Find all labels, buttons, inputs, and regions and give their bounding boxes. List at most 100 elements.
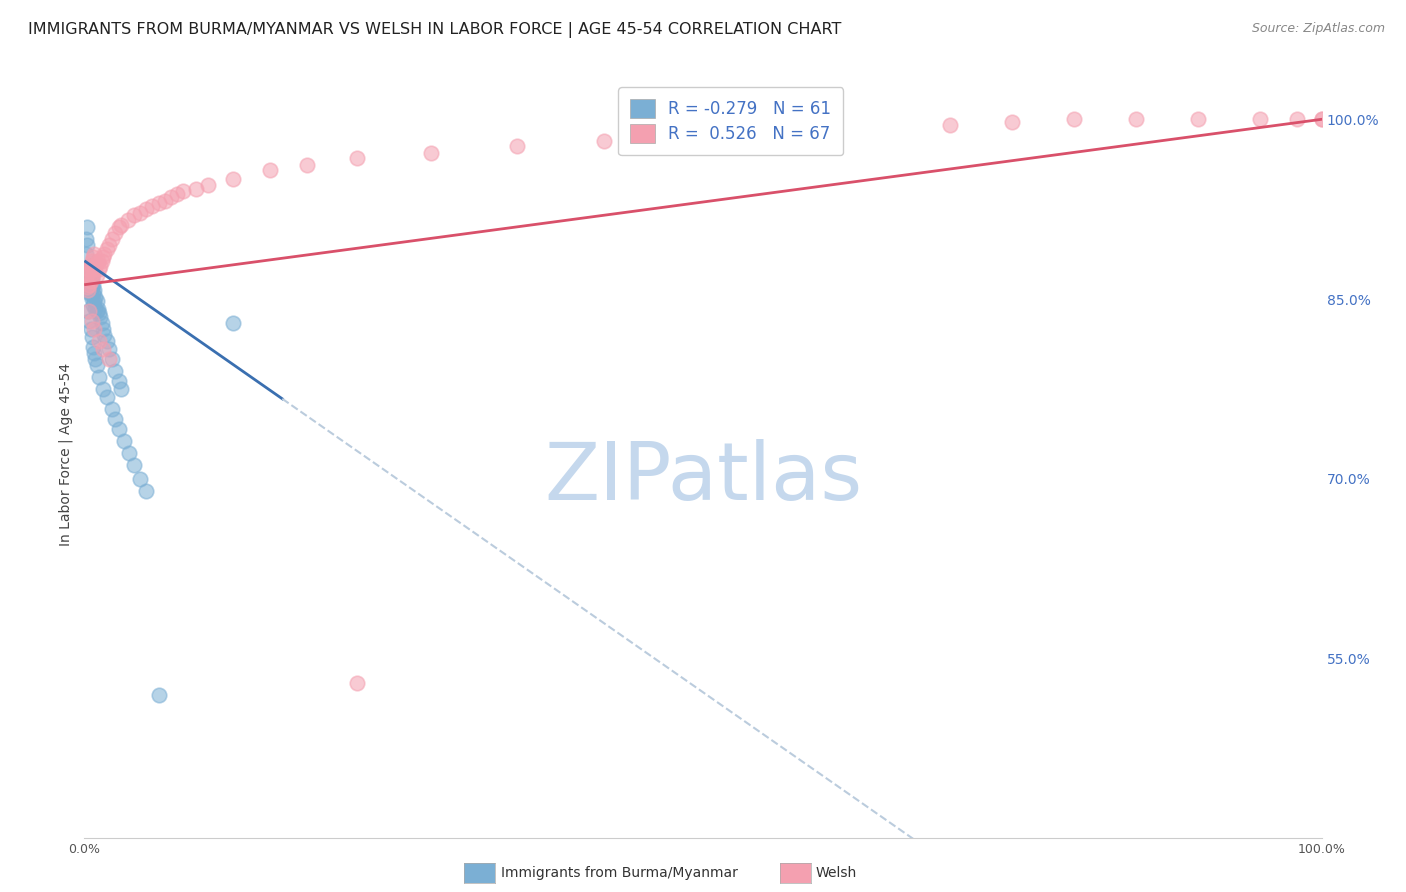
Point (89, 310, 111, 324)
Point (77, 268, 100, 282)
Point (79, 262, 101, 277)
Point (80, 270, 103, 285)
Point (108, 374, 131, 388)
Point (108, 220, 131, 235)
Point (112, 434, 135, 448)
Text: Immigrants from Burma/Myanmar: Immigrants from Burma/Myanmar (501, 866, 737, 880)
Point (295, 158, 318, 172)
Point (82, 250, 104, 264)
Point (79, 259, 101, 273)
Point (259, 162, 281, 177)
Point (89, 334, 111, 348)
Point (117, 213, 139, 227)
Point (110, 382, 132, 396)
Point (1310, 112, 1333, 127)
Point (77, 266, 100, 280)
Point (90, 253, 112, 268)
Point (98, 343, 121, 357)
Point (86, 304, 108, 318)
Point (82, 286, 104, 301)
Point (118, 445, 141, 459)
Point (79, 268, 101, 282)
Point (82, 298, 104, 312)
Point (77, 283, 100, 297)
Text: IMMIGRANTS FROM BURMA/MYANMAR VS WELSH IN LABOR FORCE | AGE 45-54 CORRELATION CH: IMMIGRANTS FROM BURMA/MYANMAR VS WELSH I… (28, 22, 842, 38)
Point (75, 268, 97, 282)
Point (96, 334, 118, 348)
Point (84, 259, 107, 273)
Point (96, 242, 118, 256)
Point (76, 220, 98, 235)
Point (1187, 112, 1209, 127)
Point (84, 290, 107, 304)
Point (90, 316, 112, 330)
Point (79, 259, 101, 273)
Point (80, 314, 103, 328)
Point (815, 122, 838, 136)
Point (79, 274, 101, 288)
Point (79, 314, 101, 328)
Point (1310, 112, 1333, 127)
Point (346, 151, 368, 165)
Point (141, 199, 163, 213)
Point (80, 253, 103, 268)
Point (80, 280, 103, 294)
Point (75, 246, 97, 260)
Point (79, 286, 101, 301)
Point (83, 322, 105, 336)
Point (108, 421, 131, 435)
Point (346, 675, 368, 690)
Point (1063, 112, 1085, 127)
Point (98, 238, 121, 252)
Point (166, 186, 188, 201)
Point (197, 178, 219, 193)
Point (129, 206, 152, 220)
Point (1001, 114, 1024, 128)
Point (135, 483, 157, 498)
Point (104, 226, 127, 240)
Point (82, 277, 104, 292)
Point (87, 253, 110, 268)
Point (1285, 112, 1308, 127)
Point (76, 280, 98, 294)
Legend: R = -0.279   N = 61, R =  0.526   N = 67: R = -0.279 N = 61, R = 0.526 N = 67 (619, 87, 844, 155)
Point (93, 246, 115, 260)
Point (1125, 112, 1147, 127)
Text: Welsh: Welsh (815, 866, 856, 880)
Point (76, 262, 98, 277)
Point (89, 370, 111, 384)
Point (83, 346, 105, 360)
Point (184, 182, 207, 196)
Point (160, 190, 183, 204)
Point (135, 202, 157, 217)
Point (79, 322, 101, 336)
Point (129, 472, 152, 486)
Point (80, 292, 103, 306)
Point (83, 246, 105, 260)
Point (82, 340, 104, 354)
Point (89, 306, 111, 320)
Point (79, 277, 101, 292)
Point (122, 208, 145, 222)
Point (77, 270, 100, 285)
Point (86, 268, 108, 282)
Point (89, 259, 111, 273)
Point (110, 218, 132, 232)
Point (76, 238, 98, 252)
Point (86, 358, 108, 372)
Point (77, 304, 100, 318)
Point (83, 283, 105, 297)
Point (75, 232, 97, 246)
Point (86, 256, 108, 270)
Point (222, 316, 245, 330)
Point (79, 277, 101, 292)
Point (77, 283, 100, 297)
Point (148, 688, 170, 702)
Point (100, 232, 122, 246)
Point (104, 412, 127, 426)
Point (80, 330, 103, 344)
Point (93, 328, 115, 343)
Point (87, 301, 110, 316)
Point (1249, 112, 1271, 127)
Point (77, 277, 100, 292)
